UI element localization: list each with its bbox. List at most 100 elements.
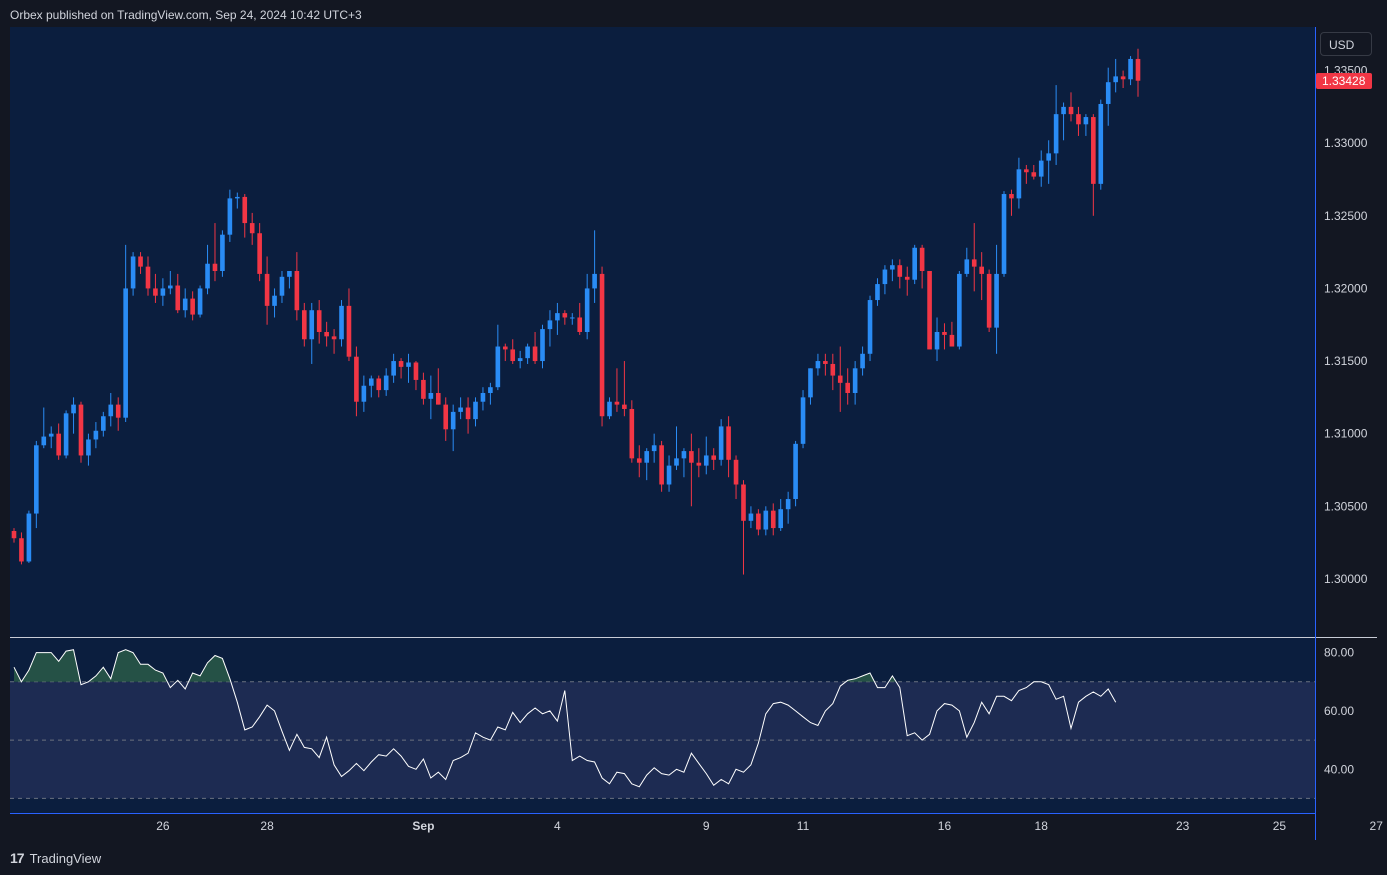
candle[interactable] (666, 455, 672, 492)
candle[interactable] (391, 353, 396, 383)
candle[interactable] (190, 291, 195, 321)
candle[interactable] (71, 397, 76, 434)
candle[interactable] (406, 353, 411, 383)
candle[interactable] (205, 244, 210, 295)
candle[interactable] (674, 426, 679, 470)
candle[interactable] (421, 372, 426, 405)
candle[interactable] (890, 259, 895, 282)
candle[interactable] (34, 440, 39, 529)
candle[interactable] (592, 230, 597, 303)
candle[interactable] (912, 244, 917, 285)
candle[interactable] (860, 346, 865, 376)
candle[interactable] (294, 252, 300, 321)
candle[interactable] (555, 302, 560, 335)
candle[interactable] (1120, 70, 1126, 88)
candle[interactable] (1061, 102, 1066, 141)
candle[interactable] (726, 416, 731, 478)
candle[interactable] (718, 419, 724, 466)
candle[interactable] (1001, 191, 1007, 277)
candle[interactable] (540, 324, 545, 369)
candle[interactable] (339, 300, 344, 347)
candle[interactable] (443, 397, 449, 441)
candle[interactable] (994, 244, 999, 354)
candle[interactable] (823, 353, 828, 376)
candle[interactable] (569, 313, 575, 325)
candle[interactable] (435, 368, 441, 405)
currency-selector[interactable]: USD (1320, 32, 1372, 56)
candle[interactable] (942, 323, 947, 350)
candle[interactable] (11, 528, 17, 543)
candle[interactable] (689, 433, 694, 507)
candle[interactable] (153, 273, 158, 303)
candle[interactable] (1098, 99, 1104, 190)
price-pane[interactable] (10, 27, 1315, 637)
candle[interactable] (867, 295, 873, 362)
candle[interactable] (257, 223, 262, 282)
candle[interactable] (115, 397, 121, 431)
candle[interactable] (927, 271, 932, 350)
candle[interactable] (830, 353, 836, 391)
candle[interactable] (301, 302, 307, 347)
candle[interactable] (636, 445, 642, 478)
candle[interactable] (711, 448, 717, 470)
candle[interactable] (502, 343, 508, 362)
candle[interactable] (227, 189, 233, 242)
candle[interactable] (1024, 164, 1029, 184)
candle[interactable] (249, 212, 255, 245)
candle[interactable] (607, 397, 612, 420)
candle[interactable] (212, 223, 218, 282)
candle[interactable] (517, 350, 523, 369)
candle[interactable] (19, 532, 24, 565)
candle[interactable] (629, 400, 635, 463)
candle[interactable] (651, 433, 657, 463)
candle[interactable] (919, 244, 925, 289)
candle[interactable] (897, 259, 903, 289)
candle[interactable] (488, 382, 493, 405)
candle[interactable] (361, 375, 367, 412)
candle[interactable] (413, 361, 419, 391)
candle[interactable] (785, 491, 791, 524)
candle[interactable] (56, 423, 61, 460)
rsi-line[interactable] (13, 649, 1117, 788)
candle[interactable] (1128, 56, 1133, 86)
candle[interactable] (138, 252, 143, 274)
candle[interactable] (934, 317, 940, 362)
candle[interactable] (904, 266, 910, 296)
candle[interactable] (1083, 114, 1089, 136)
candle[interactable] (852, 361, 858, 405)
candle[interactable] (770, 503, 776, 536)
candle[interactable] (510, 339, 516, 364)
candle[interactable] (264, 256, 270, 325)
candle[interactable] (741, 480, 746, 575)
candle[interactable] (1038, 150, 1044, 187)
candle[interactable] (480, 387, 486, 411)
tradingview-branding[interactable]: 17 TradingView (10, 850, 101, 866)
candle[interactable] (220, 230, 225, 277)
candle[interactable] (63, 410, 69, 459)
candle[interactable] (1009, 189, 1014, 216)
candle[interactable] (458, 397, 463, 420)
candle[interactable] (696, 448, 702, 478)
candle[interactable] (614, 368, 620, 412)
candle[interactable] (1053, 85, 1059, 165)
candle[interactable] (875, 278, 880, 306)
candle[interactable] (778, 499, 784, 531)
candle[interactable] (473, 397, 478, 427)
candle[interactable] (78, 401, 84, 463)
candle[interactable] (197, 285, 203, 318)
candle[interactable] (428, 375, 434, 420)
candle[interactable] (703, 436, 709, 475)
candle[interactable] (1016, 157, 1022, 209)
candle[interactable] (1105, 67, 1111, 126)
candle[interactable] (182, 288, 188, 318)
candle[interactable] (1076, 106, 1081, 136)
candle[interactable] (398, 358, 404, 379)
candle[interactable] (108, 393, 114, 427)
candle[interactable] (845, 368, 851, 405)
candle[interactable] (793, 440, 798, 507)
candle[interactable] (324, 321, 329, 347)
candle[interactable] (168, 271, 173, 295)
candle[interactable] (242, 194, 248, 238)
candle[interactable] (748, 506, 754, 529)
